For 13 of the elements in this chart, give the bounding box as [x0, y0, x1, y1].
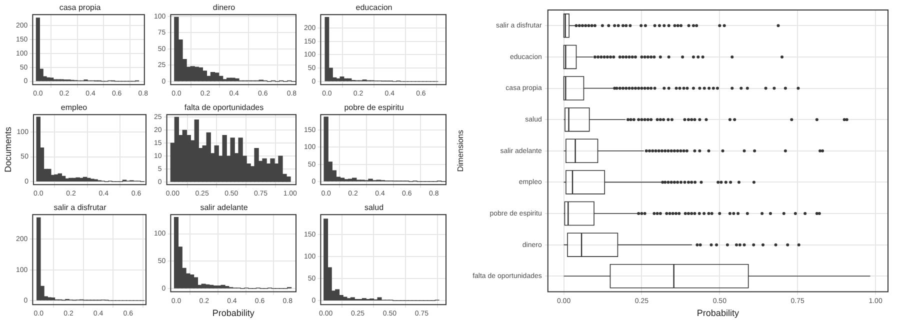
chart-title: falta de oportunidades — [184, 103, 264, 112]
chart-title: educacion — [356, 3, 392, 12]
chart-title: salud — [364, 203, 384, 212]
x-axis-title: Probability — [696, 308, 740, 318]
y-axis-title: Dimensions — [456, 130, 466, 172]
chart-title: salir adelante — [200, 203, 248, 212]
y-axis-title: Documents — [2, 126, 13, 172]
chart-title: dinero — [212, 3, 236, 12]
chart-title: empleo — [60, 103, 88, 112]
chart-title: salir a disfrutar — [54, 203, 107, 212]
chart-title: pobre de espiritu — [344, 103, 404, 112]
x-axis-title: Probability — [212, 308, 255, 318]
chart-title: casa propia — [59, 3, 102, 12]
